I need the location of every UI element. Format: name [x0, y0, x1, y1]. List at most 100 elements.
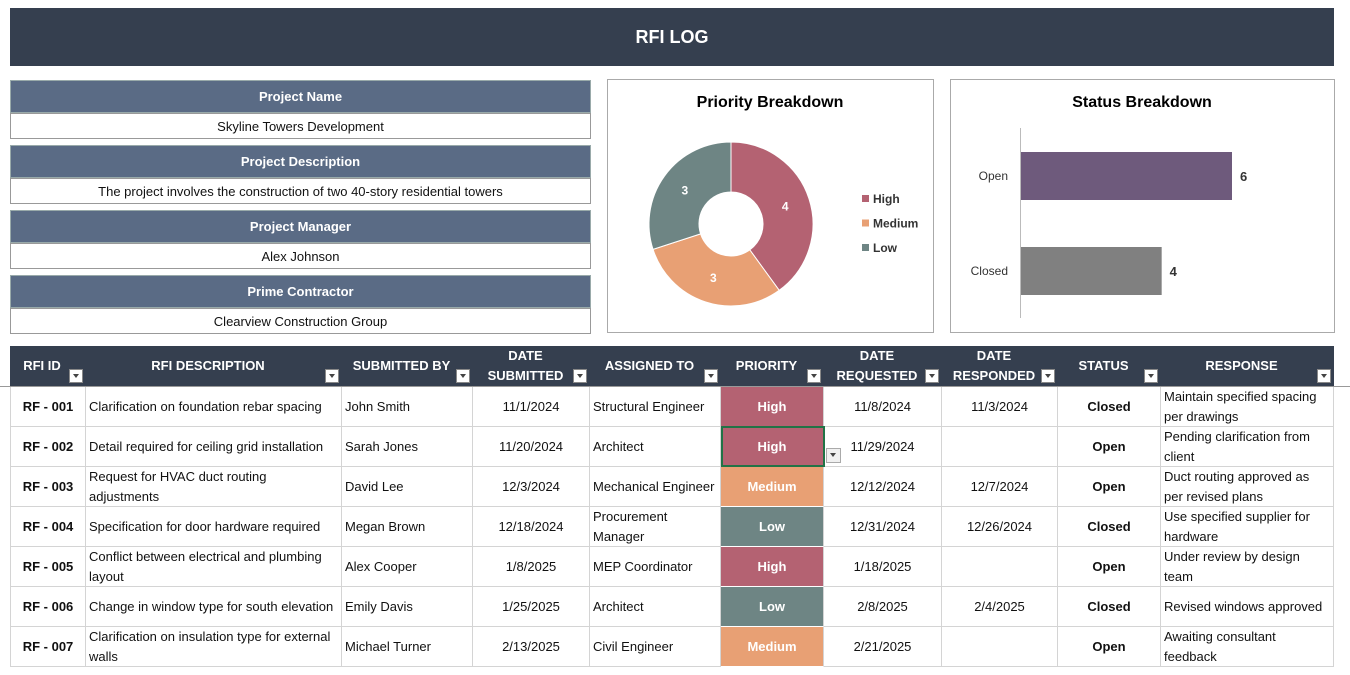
legend-label: High — [873, 192, 900, 206]
legend-swatch — [862, 244, 869, 251]
dropdown-arrow — [1148, 374, 1154, 378]
table-cell: Specification for door hardware required — [86, 507, 342, 547]
field-label: Prime Contractor — [10, 275, 591, 308]
column-header: STATUS — [1058, 346, 1161, 386]
bar — [1021, 247, 1162, 295]
table-cell: 1/8/2025 — [473, 547, 590, 587]
column-header: DATE RESPONDED — [942, 346, 1058, 386]
table-cell: RF - 005 — [10, 547, 86, 587]
field-value: Clearview Construction Group — [10, 308, 591, 334]
filter-button[interactable] — [1144, 369, 1158, 383]
table-cell — [942, 427, 1058, 467]
chart-title: Priority Breakdown — [697, 94, 844, 111]
table-cell: Megan Brown — [342, 507, 473, 547]
filter-button[interactable] — [704, 369, 718, 383]
table-cell: 11/1/2024 — [473, 387, 590, 427]
table-cell — [942, 627, 1058, 667]
pie-slice — [648, 141, 732, 250]
column-header: ASSIGNED TO — [590, 346, 721, 386]
field-value: The project involves the construction of… — [10, 178, 591, 204]
cell-dropdown[interactable] — [826, 448, 841, 463]
column-header: DATE REQUESTED — [824, 346, 942, 386]
filter-button[interactable] — [807, 369, 821, 383]
table-cell: Medium — [721, 627, 824, 667]
filter-button[interactable] — [573, 369, 587, 383]
table-cell: Under review by design team — [1161, 547, 1334, 587]
filter-button[interactable] — [69, 369, 83, 383]
table-cell: Clarification on foundation rebar spacin… — [86, 387, 342, 427]
table-cell: RF - 006 — [10, 587, 86, 627]
filter-button[interactable] — [925, 369, 939, 383]
table-cell: Awaiting consultant feedback — [1161, 627, 1334, 667]
bar-value: 4 — [1170, 264, 1178, 279]
table-cell: High — [721, 387, 824, 427]
table-cell: 11/20/2024 — [473, 427, 590, 467]
legend-label: Medium — [873, 217, 918, 231]
table-cell: RF - 002 — [10, 427, 86, 467]
table-cell: Change in window type for south elevatio… — [86, 587, 342, 627]
column-header: SUBMITTED BY — [342, 346, 473, 386]
legend-swatch — [862, 195, 869, 202]
dropdown-arrow — [577, 374, 583, 378]
slice-label: 4 — [782, 199, 789, 213]
table-cell: 12/3/2024 — [473, 467, 590, 507]
table-cell: 1/18/2025 — [824, 547, 942, 587]
table-cell: 12/12/2024 — [824, 467, 942, 507]
pie-slice — [652, 233, 780, 307]
table-cell: 11/3/2024 — [942, 387, 1058, 427]
slice-label: 3 — [710, 271, 717, 285]
dropdown-arrow — [73, 374, 79, 378]
table-cell: Revised windows approved — [1161, 587, 1334, 627]
table-cell: Clarification on insulation type for ext… — [86, 627, 342, 667]
table-cell: Open — [1058, 547, 1161, 587]
dropdown-arrow — [329, 374, 335, 378]
filter-button[interactable] — [325, 369, 339, 383]
legend-label: Low — [873, 241, 898, 255]
field-label: Project Description — [10, 145, 591, 178]
column-header: PRIORITY — [721, 346, 824, 386]
table-cell: Alex Cooper — [342, 547, 473, 587]
table-cell: Closed — [1058, 387, 1161, 427]
table-cell: 12/26/2024 — [942, 507, 1058, 547]
table-cell: Maintain specified spacing per drawings — [1161, 387, 1334, 427]
category-label: Open — [979, 169, 1008, 183]
field-value: Skyline Towers Development — [10, 113, 591, 139]
table-cell: Procurement Manager — [590, 507, 721, 547]
table-cell: 12/7/2024 — [942, 467, 1058, 507]
table-cell: Low — [721, 587, 824, 627]
filter-button[interactable] — [1317, 369, 1331, 383]
table-cell: 2/8/2025 — [824, 587, 942, 627]
table-cell: Structural Engineer — [590, 387, 721, 427]
dropdown-arrow — [830, 453, 836, 457]
dropdown-arrow — [929, 374, 935, 378]
selected-cell — [721, 426, 825, 467]
bar — [1021, 152, 1232, 200]
table-cell: Mechanical Engineer — [590, 467, 721, 507]
field-label: Project Name — [10, 80, 591, 113]
table-cell: RF - 003 — [10, 467, 86, 507]
column-header: RFI ID — [10, 346, 86, 386]
table-cell: Detail required for ceiling grid install… — [86, 427, 342, 467]
table-cell: Conflict between electrical and plumbing… — [86, 547, 342, 587]
dropdown-arrow — [811, 374, 817, 378]
table-cell: High — [721, 547, 824, 587]
column-header: DATE SUBMITTED — [473, 346, 590, 386]
table-cell: Architect — [590, 587, 721, 627]
table-cell: 2/21/2025 — [824, 627, 942, 667]
table-cell: Use specified supplier for hardware — [1161, 507, 1334, 547]
column-header: RFI DESCRIPTION — [86, 346, 342, 386]
chart-title: Status Breakdown — [1072, 94, 1212, 111]
table-cell: Low — [721, 507, 824, 547]
filter-button[interactable] — [456, 369, 470, 383]
filter-button[interactable] — [1041, 369, 1055, 383]
table-cell: Sarah Jones — [342, 427, 473, 467]
table-cell: RF - 001 — [10, 387, 86, 427]
table-cell: Duct routing approved as per revised pla… — [1161, 467, 1334, 507]
slice-label: 3 — [682, 183, 689, 197]
column-header: RESPONSE — [1161, 346, 1334, 386]
table-cell: 12/18/2024 — [473, 507, 590, 547]
table-cell: 1/25/2025 — [473, 587, 590, 627]
table-cell: Emily Davis — [342, 587, 473, 627]
table-cell: Closed — [1058, 507, 1161, 547]
